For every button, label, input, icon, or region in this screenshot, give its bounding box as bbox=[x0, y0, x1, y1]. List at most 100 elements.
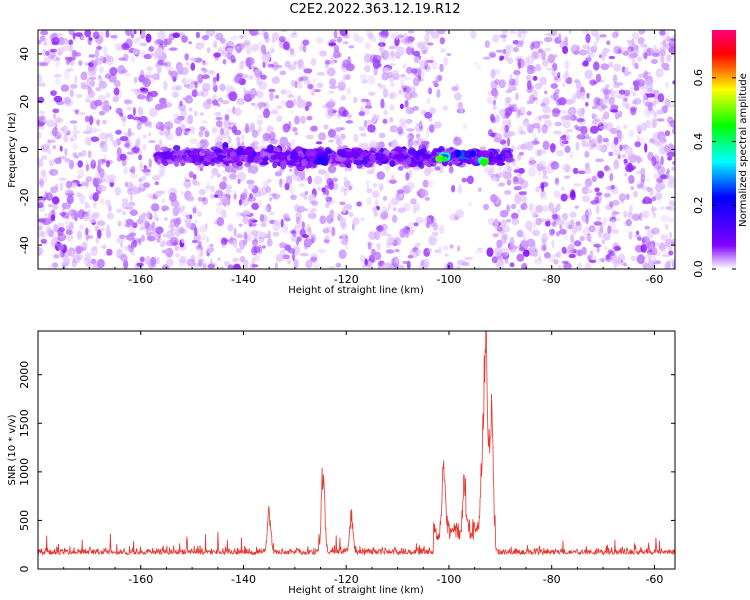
heatmap-cell bbox=[84, 115, 91, 123]
heatmap-cell bbox=[517, 209, 521, 214]
heatmap-cell bbox=[294, 132, 299, 136]
heatmap-cell bbox=[548, 202, 555, 211]
heatmap-cell bbox=[372, 183, 378, 188]
heatmap-cell bbox=[142, 217, 148, 223]
heatmap-cell bbox=[121, 115, 127, 122]
heatmap-cell bbox=[243, 231, 248, 240]
heatmap-cell bbox=[132, 185, 139, 196]
heatmap-cell bbox=[651, 52, 661, 58]
x-tick-label: -160 bbox=[128, 573, 153, 586]
heatmap-cell bbox=[601, 100, 607, 110]
heatmap-cell bbox=[239, 192, 248, 200]
heatmap-cell bbox=[391, 175, 395, 181]
heatmap-cell bbox=[41, 114, 46, 121]
heatmap-cell bbox=[519, 194, 527, 203]
heatmap-cell bbox=[106, 248, 113, 256]
heatmap-cell bbox=[222, 157, 232, 161]
heatmap-cell bbox=[280, 99, 286, 106]
heatmap-cell bbox=[372, 190, 380, 198]
heatmap-cell bbox=[65, 180, 72, 189]
heatmap-cell bbox=[59, 145, 63, 152]
heatmap-cell bbox=[339, 201, 346, 206]
heatmap-cell bbox=[161, 265, 170, 269]
heatmap-cell bbox=[343, 179, 351, 188]
heatmap-cell bbox=[550, 161, 560, 170]
heatmap-cell bbox=[651, 205, 655, 215]
heatmap-cell bbox=[316, 82, 324, 89]
heatmap-cell bbox=[384, 67, 392, 72]
heatmap-cell bbox=[347, 113, 352, 119]
heatmap-cell bbox=[668, 175, 675, 185]
heatmap-cell bbox=[299, 192, 307, 198]
heatmap-cell bbox=[83, 130, 92, 135]
heatmap-cell bbox=[233, 227, 237, 237]
heatmap-cell bbox=[152, 174, 161, 181]
heatmap-cell bbox=[665, 170, 670, 180]
heatmap-cell bbox=[404, 100, 409, 108]
heatmap-cell bbox=[406, 47, 413, 55]
heatmap-cell bbox=[178, 228, 187, 234]
heatmap-cell bbox=[135, 139, 141, 148]
heatmap-cell bbox=[99, 56, 105, 62]
heatmap-cell bbox=[545, 33, 555, 37]
heatmap-cell bbox=[533, 115, 543, 126]
heatmap-cell bbox=[186, 84, 194, 89]
heatmap-cell bbox=[61, 209, 66, 219]
heatmap-cell bbox=[297, 152, 304, 158]
heatmap-cell bbox=[329, 56, 335, 66]
heatmap-cell bbox=[502, 35, 507, 43]
heatmap-cell bbox=[87, 235, 94, 239]
heatmap-cell bbox=[185, 222, 192, 229]
heatmap-cell bbox=[70, 182, 78, 188]
heatmap-cell bbox=[252, 140, 259, 146]
heatmap-cell bbox=[557, 72, 561, 79]
heatmap-cell bbox=[326, 107, 334, 113]
heatmap-cell bbox=[262, 61, 266, 68]
heatmap-cell bbox=[498, 172, 503, 179]
heatmap-cell bbox=[524, 57, 530, 67]
heatmap-cell bbox=[434, 249, 440, 254]
heatmap-cell bbox=[285, 100, 295, 109]
heatmap-cell bbox=[201, 74, 210, 80]
heatmap-cell bbox=[562, 120, 571, 129]
heatmap-cell bbox=[367, 75, 376, 85]
heatmap-cell bbox=[666, 117, 675, 122]
heatmap-cell bbox=[516, 144, 521, 151]
heatmap-cell bbox=[262, 132, 271, 142]
heatmap-cell bbox=[560, 193, 568, 202]
heatmap-cell bbox=[322, 228, 330, 234]
heatmap-cell bbox=[429, 124, 435, 133]
heatmap-cell bbox=[88, 54, 96, 58]
heatmap-cell bbox=[300, 75, 309, 81]
heatmap-cell bbox=[389, 179, 397, 185]
heatmap-cell bbox=[493, 218, 499, 228]
heatmap-cell bbox=[531, 211, 538, 218]
heatmap-cell bbox=[458, 184, 463, 195]
heatmap-cell bbox=[65, 216, 70, 220]
heatmap-cell bbox=[623, 210, 627, 218]
heatmap-cell bbox=[495, 153, 503, 161]
heatmap-cell bbox=[209, 243, 214, 248]
heatmap-cell bbox=[101, 159, 107, 163]
heatmap-cell bbox=[361, 142, 369, 152]
heatmap-cell bbox=[221, 209, 227, 219]
heatmap-cell bbox=[170, 70, 178, 80]
heatmap-cell bbox=[139, 225, 145, 231]
heatmap-cell bbox=[291, 149, 297, 155]
heatmap-cell bbox=[236, 248, 243, 254]
heatmap-cell bbox=[628, 231, 633, 240]
heatmap-cell bbox=[632, 91, 637, 97]
heatmap-cell bbox=[509, 30, 517, 35]
heatmap-cell bbox=[512, 46, 520, 53]
heatmap-cell bbox=[161, 249, 169, 254]
heatmap-cell bbox=[400, 73, 406, 78]
heatmap-cell bbox=[95, 177, 103, 185]
heatmap-cell bbox=[75, 192, 83, 198]
colorbar-tick-label: 0.0 bbox=[692, 260, 705, 278]
heatmap-cell bbox=[257, 126, 263, 132]
heatmap-cell bbox=[175, 253, 180, 258]
heatmap-cell bbox=[323, 124, 329, 130]
heatmap-cell bbox=[561, 38, 568, 46]
heatmap-cell bbox=[553, 190, 561, 199]
heatmap-cell bbox=[348, 185, 353, 191]
